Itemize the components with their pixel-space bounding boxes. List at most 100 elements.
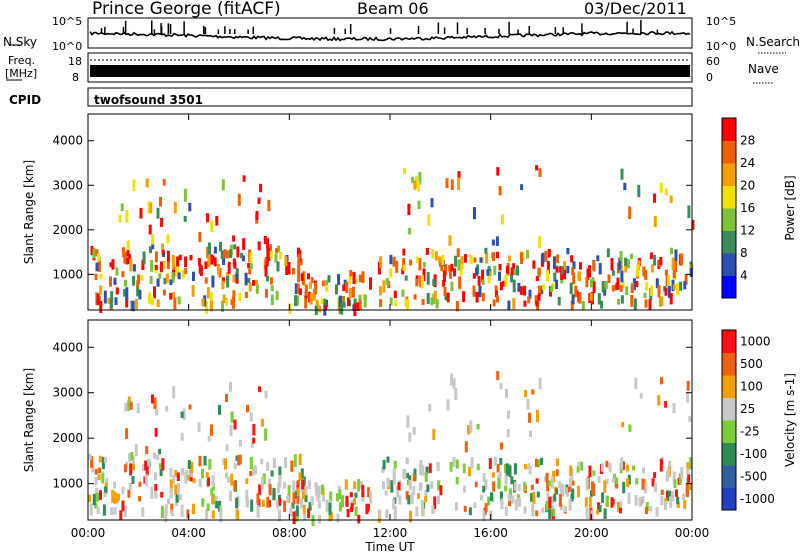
data-pixel: [144, 474, 148, 487]
data-pixel: [424, 496, 428, 503]
data-pixel: [676, 501, 680, 508]
data-pixel: [680, 467, 684, 479]
data-pixel: [446, 399, 450, 411]
data-pixel: [338, 302, 342, 314]
data-pixel: [226, 275, 230, 288]
data-pixel: [572, 261, 576, 270]
data-pixel: [304, 493, 308, 503]
noise-spikes: [100, 20, 659, 34]
data-pixel: [406, 479, 410, 486]
data-pixel: [183, 188, 187, 202]
data-pixel: [325, 285, 329, 292]
data-pixel: [197, 422, 201, 433]
data-pixel: [238, 292, 242, 302]
data-pixel: [392, 468, 396, 478]
data-pixel: [514, 499, 518, 511]
y-tick-label: 3000: [52, 178, 83, 192]
data-pixel: [115, 493, 119, 504]
colorbar-tick-label: 100: [740, 379, 763, 393]
data-pixel: [433, 290, 437, 300]
data-pixel: [484, 247, 488, 254]
data-pixel: [336, 513, 340, 523]
data-pixel: [173, 202, 177, 214]
data-pixel: [278, 475, 282, 488]
data-pixel: [628, 206, 632, 220]
data-pixel: [230, 473, 234, 486]
data-pixel: [95, 249, 99, 257]
data-pixel: [500, 491, 503, 502]
data-pixel: [127, 400, 131, 411]
data-pixel: [245, 478, 249, 484]
data-pixel: [101, 472, 105, 484]
data-pixel: [205, 509, 209, 520]
data-pixel: [660, 496, 664, 506]
data-pixel: [540, 457, 544, 466]
data-pixel: [215, 215, 219, 226]
data-pixel: [166, 234, 170, 244]
data-pixel: [155, 409, 159, 416]
data-pixel: [424, 471, 428, 482]
data-pixel: [294, 490, 298, 499]
noise-tick-top-right: 10^5: [706, 15, 736, 28]
data-pixel: [635, 478, 639, 485]
data-pixel: [496, 167, 500, 176]
data-pixel: [94, 495, 98, 504]
noise-tick-bottom-left: 10^0: [52, 40, 82, 53]
data-pixel: [442, 279, 446, 287]
data-pixel: [488, 458, 492, 469]
data-pixel: [563, 266, 567, 280]
data-pixel: [161, 458, 165, 471]
data-pixel: [415, 176, 418, 189]
data-pixel: [413, 294, 417, 300]
data-pixel: [255, 283, 259, 294]
freq-panel-frame: [87, 52, 693, 83]
data-pixel: [513, 268, 517, 275]
data-pixel: [104, 486, 108, 493]
data-pixel: [296, 496, 300, 504]
data-pixel: [349, 492, 353, 498]
data-pixel: [463, 254, 467, 263]
data-pixel: [687, 474, 691, 484]
data-pixel: [384, 490, 388, 496]
data-pixel: [519, 286, 523, 295]
data-pixel: [113, 277, 117, 285]
data-pixel: [520, 252, 523, 264]
data-pixel: [126, 250, 130, 257]
data-pixel: [115, 267, 119, 276]
data-pixel: [510, 267, 514, 276]
data-pixel: [138, 289, 142, 300]
data-pixel: [611, 499, 615, 506]
data-pixel: [475, 291, 479, 303]
data-pixel: [156, 454, 160, 461]
data-pixel: [493, 265, 497, 276]
data-pixel: [458, 276, 462, 290]
data-pixel: [318, 305, 322, 313]
data-pixel: [159, 261, 163, 273]
data-pixel: [142, 251, 146, 265]
data-pixel: [284, 457, 287, 469]
freq-label-top: Freq.: [8, 54, 35, 67]
data-pixel: [574, 285, 578, 298]
colorbar-swatch: [722, 397, 736, 421]
data-pixel: [98, 467, 102, 474]
data-pixel: [386, 478, 390, 488]
data-pixel: [405, 457, 409, 465]
data-pixel: [219, 505, 223, 514]
data-pixel: [550, 495, 554, 504]
data-pixel: [154, 251, 158, 263]
data-pixel: [649, 252, 653, 260]
data-pixel: [382, 459, 386, 470]
data-pixel: [512, 279, 516, 293]
data-pixel: [161, 243, 165, 250]
data-pixel: [666, 491, 670, 499]
data-pixel: [669, 293, 673, 305]
data-pixel: [576, 485, 580, 498]
data-pixel: [278, 466, 282, 479]
data-pixel: [341, 296, 345, 303]
data-pixel: [229, 381, 232, 392]
data-pixel: [558, 481, 562, 489]
data-pixel: [585, 507, 589, 519]
data-pixel: [624, 257, 628, 267]
data-pixel: [218, 404, 221, 415]
data-pixel: [474, 481, 478, 488]
